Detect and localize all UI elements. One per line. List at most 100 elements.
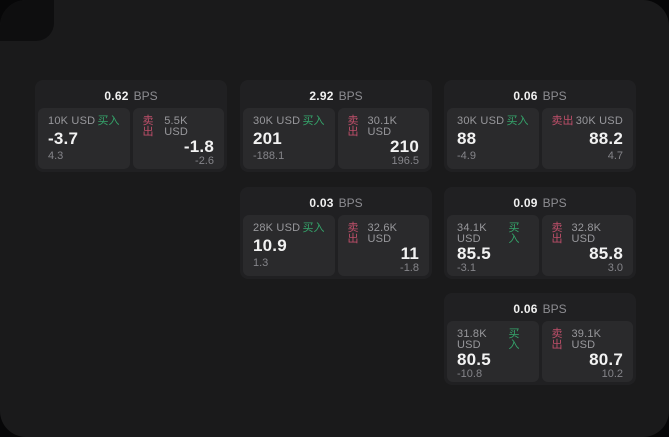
quote-panes: 34.1K USD 买入 85.5 -3.1 卖出 32.8K USD 85.8… [447, 215, 633, 276]
buy-price: 10.9 [253, 236, 287, 255]
sell-pane[interactable]: 卖出 5.5K USD -1.8 -2.6 [132, 108, 224, 169]
buy-price: -3.7 [48, 129, 79, 148]
sell-price: 11 [400, 244, 419, 263]
buy-pane-top: 30K USD 买入 [457, 116, 529, 127]
sell-size: 5.5K USD [164, 115, 189, 138]
bps-unit-label: BPS [542, 301, 567, 316]
bps-value: 2.92 [309, 88, 334, 103]
buy-size: 10K USD [48, 115, 96, 127]
buy-size: 31.8K USD [457, 328, 487, 351]
sell-pane[interactable]: 卖出 30.1K USD 210 196.5 [337, 108, 429, 169]
bps-unit-label: BPS [542, 88, 567, 103]
sell-delta: 3.0 [607, 262, 623, 274]
buy-size: 28K USD [253, 222, 301, 234]
sell-delta: 10.2 [601, 368, 623, 380]
quote-card-3: 0.06 BPS 30K USD 买入 88 -4.9 卖出 30K USD 8… [444, 80, 636, 172]
sell-side-label: 卖出 [551, 328, 563, 351]
sell-delta: 4.7 [607, 150, 623, 162]
quote-panes: 30K USD 买入 88 -4.9 卖出 30K USD 88.2 4.7 [447, 108, 633, 169]
buy-size: 30K USD [457, 115, 505, 127]
bps-value: 0.06 [513, 301, 538, 316]
sell-side-label: 卖出 [347, 115, 359, 138]
buy-pane-top: 34.1K USD 买入 [457, 223, 529, 245]
sell-size: 32.6K USD [367, 222, 398, 245]
buy-side-label: 买入 [508, 328, 520, 351]
buy-pane[interactable]: 31.8K USD 买入 80.5 -10.8 [447, 321, 539, 382]
quote-panes: 10K USD 买入 -3.7 4.3 卖出 5.5K USD -1.8 -2.… [38, 108, 224, 169]
corner-accent [0, 0, 54, 41]
buy-pane[interactable]: 30K USD 买入 201 -188.1 [243, 108, 335, 169]
buy-delta: -10.8 [457, 368, 483, 380]
buy-side-label: 买入 [506, 115, 529, 127]
sell-side-label: 卖出 [551, 115, 574, 127]
buy-pane[interactable]: 34.1K USD 买入 85.5 -3.1 [447, 215, 539, 276]
sell-pane[interactable]: 卖出 39.1K USD 80.7 10.2 [541, 321, 633, 382]
bps-unit-label: BPS [338, 88, 363, 103]
bps-value: 0.06 [513, 88, 538, 103]
buy-pane[interactable]: 28K USD 买入 10.9 1.3 [243, 215, 335, 276]
quote-panes: 28K USD 买入 10.9 1.3 卖出 32.6K USD 11 -1.8 [243, 215, 429, 276]
bps-unit-label: BPS [542, 195, 567, 210]
bps-unit-label: BPS [133, 88, 158, 103]
sell-pane-top: 卖出 30K USD [552, 116, 624, 127]
quote-panes: 30K USD 买入 201 -188.1 卖出 30.1K USD 210 1… [243, 108, 429, 169]
sell-delta: -2.6 [195, 155, 214, 167]
sell-price: -1.8 [183, 137, 214, 156]
buy-pane-top: 10K USD 买入 [48, 116, 120, 127]
buy-side-label: 买入 [508, 222, 520, 245]
buy-pane-top: 28K USD 买入 [253, 223, 325, 234]
sell-delta: -1.8 [400, 262, 419, 274]
buy-side-label: 买入 [302, 115, 325, 127]
bps-unit-label: BPS [338, 195, 363, 210]
sell-pane-top: 卖出 5.5K USD [143, 116, 215, 138]
bps-value: 0.62 [104, 88, 129, 103]
buy-price: 85.5 [457, 244, 491, 263]
quote-card-6: 0.06 BPS 31.8K USD 买入 80.5 -10.8 卖出 39.1… [444, 293, 636, 385]
buy-pane-top: 30K USD 买入 [253, 116, 325, 127]
sell-delta: 196.5 [391, 155, 419, 167]
sell-size: 32.8K USD [571, 222, 602, 245]
quote-card-2: 2.92 BPS 30K USD 买入 201 -188.1 卖出 30.1K … [240, 80, 432, 172]
sell-price: 88.2 [589, 129, 623, 148]
quote-card-4: 0.03 BPS 28K USD 买入 10.9 1.3 卖出 32.6K US… [240, 187, 432, 279]
buy-side-label: 买入 [97, 115, 120, 127]
sell-pane[interactable]: 卖出 30K USD 88.2 4.7 [541, 108, 633, 169]
card-header: 0.62 BPS [38, 83, 224, 108]
buy-price: 201 [253, 129, 282, 148]
sell-price: 80.7 [589, 350, 623, 369]
bps-value: 0.09 [513, 195, 538, 210]
bps-value: 0.03 [309, 195, 334, 210]
sell-side-label: 卖出 [142, 115, 154, 138]
sell-price: 85.8 [589, 244, 623, 263]
card-header: 0.09 BPS [447, 190, 633, 215]
buy-price: 80.5 [457, 350, 491, 369]
sell-side-label: 卖出 [347, 222, 359, 245]
buy-price: 88 [457, 129, 477, 148]
card-header: 2.92 BPS [243, 83, 429, 108]
buy-pane[interactable]: 10K USD 买入 -3.7 4.3 [38, 108, 130, 169]
sell-pane[interactable]: 卖出 32.8K USD 85.8 3.0 [541, 215, 633, 276]
sell-pane-top: 卖出 30.1K USD [348, 116, 420, 138]
buy-delta: -4.9 [457, 150, 476, 162]
sell-pane-top: 卖出 32.8K USD [552, 223, 624, 245]
quote-panes: 31.8K USD 买入 80.5 -10.8 卖出 39.1K USD 80.… [447, 321, 633, 382]
buy-side-label: 买入 [302, 222, 325, 234]
quote-card-5: 0.09 BPS 34.1K USD 买入 85.5 -3.1 卖出 32.8K… [444, 187, 636, 279]
buy-pane[interactable]: 30K USD 买入 88 -4.9 [447, 108, 539, 169]
buy-pane-top: 31.8K USD 买入 [457, 329, 529, 351]
sell-pane-top: 卖出 39.1K USD [552, 329, 624, 351]
buy-delta: 1.3 [253, 257, 269, 269]
sell-side-label: 卖出 [551, 222, 563, 245]
buy-size: 30K USD [253, 115, 301, 127]
card-header: 0.06 BPS [447, 83, 633, 108]
sell-pane[interactable]: 卖出 32.6K USD 11 -1.8 [337, 215, 429, 276]
buy-delta: -3.1 [457, 262, 476, 274]
sell-price: 210 [390, 137, 419, 156]
sell-size: 39.1K USD [571, 328, 602, 351]
sell-size: 30.1K USD [367, 115, 398, 138]
card-header: 0.06 BPS [447, 296, 633, 321]
buy-delta: -188.1 [253, 150, 285, 162]
buy-size: 34.1K USD [457, 222, 487, 245]
card-header: 0.03 BPS [243, 190, 429, 215]
